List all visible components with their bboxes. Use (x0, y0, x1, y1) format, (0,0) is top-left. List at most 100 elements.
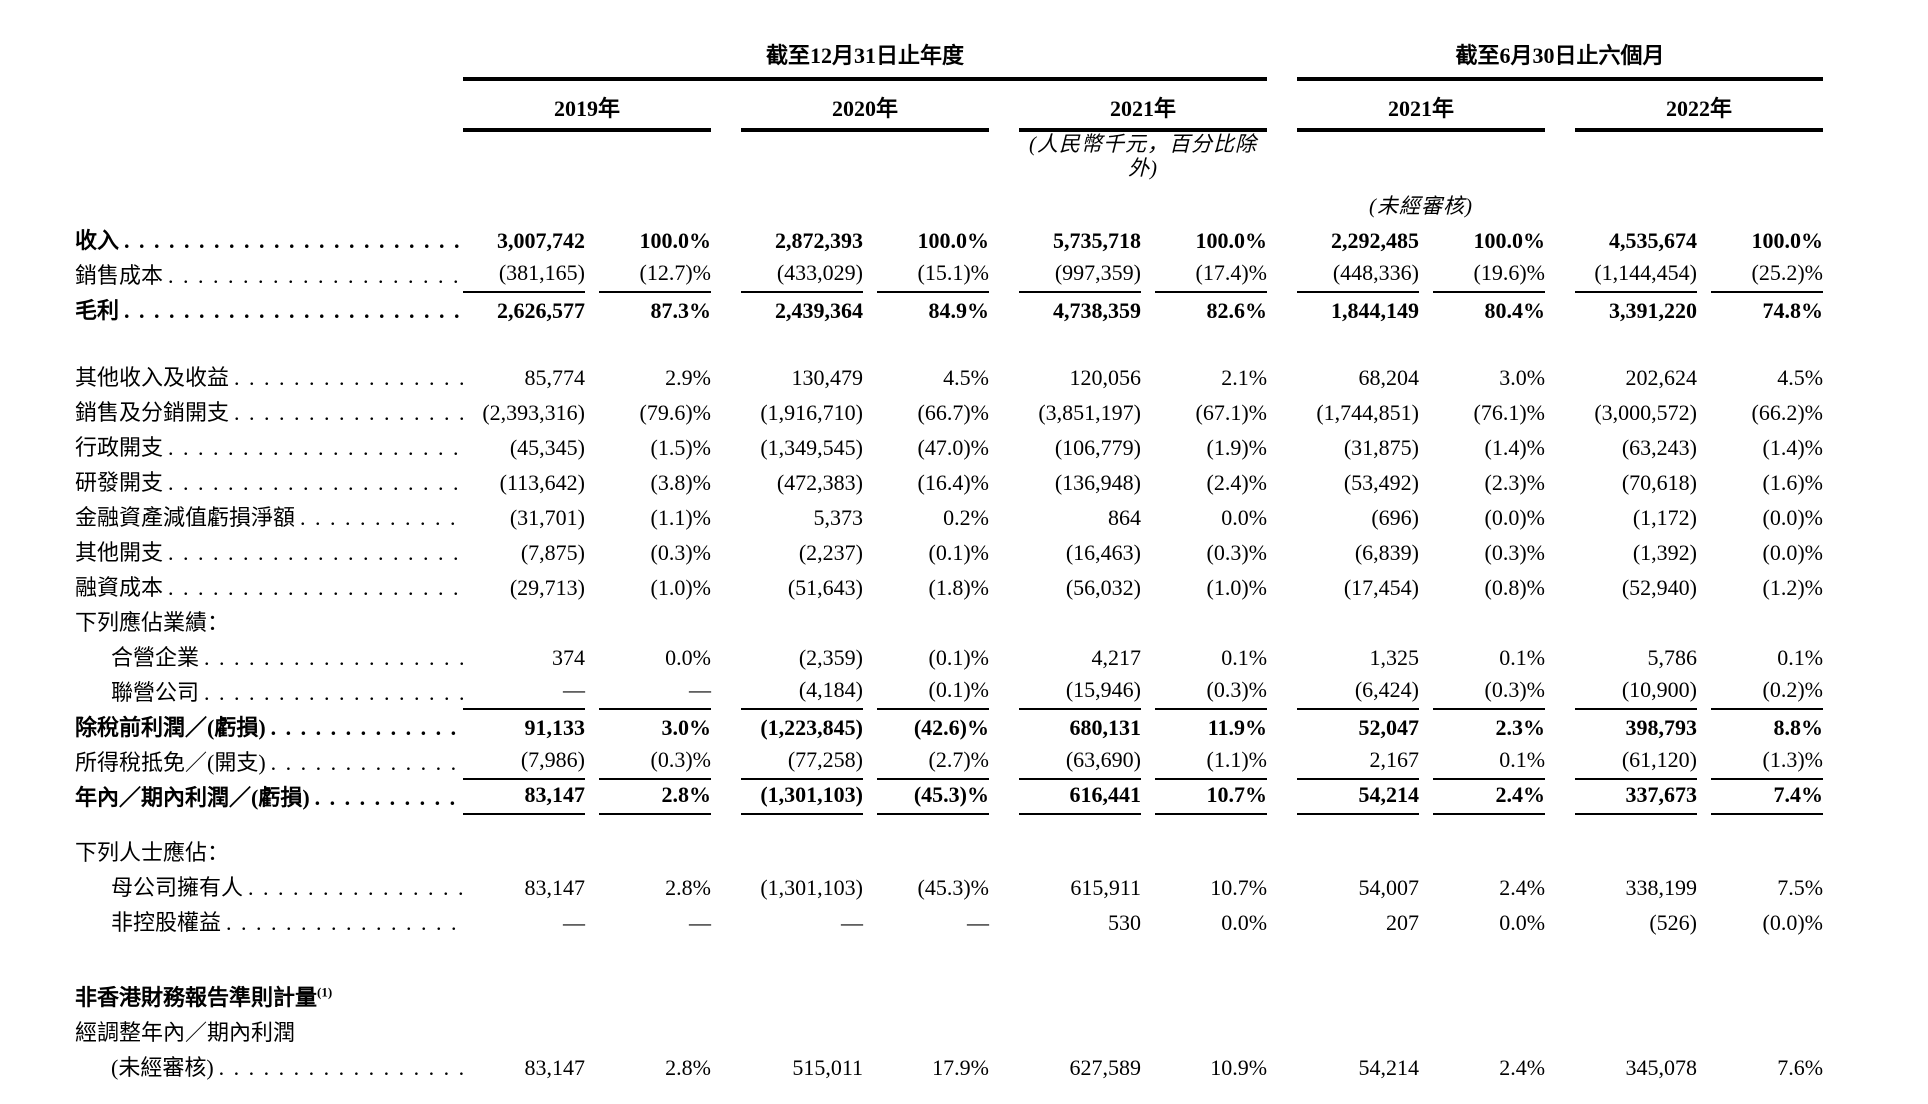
amount-cell: 530 (1108, 909, 1141, 935)
column-gap (1545, 904, 1575, 939)
amount-cell: (16,463) (1065, 539, 1141, 565)
percent-cell: (16.4)% (917, 469, 989, 495)
amount-cell: 54,214 (1358, 1054, 1420, 1080)
amount-cell (1019, 604, 1141, 639)
amount-cell: 680,131 (1069, 714, 1142, 740)
column-gap (1419, 257, 1433, 292)
column-gap (863, 604, 877, 639)
amount-cell: (56,032) (1065, 574, 1141, 600)
column-gap (711, 534, 741, 569)
percent-cell: 80.4% (1484, 297, 1546, 323)
table-row: 非控股權益 — — — — 530 0.0% 207 0.0% (526) (0.0)% (75, 904, 1823, 939)
amount-cell: 338,199 (1625, 874, 1698, 900)
amount-cell: (77,258) (741, 744, 863, 781)
unaudited-note: (未經審核) (1369, 194, 1474, 219)
percent-cell: (1.8)% (928, 574, 989, 600)
column-gap (1141, 1014, 1155, 1049)
percent-cell: 2.8% (665, 1054, 711, 1080)
column-gap (863, 257, 877, 292)
column-gap (1697, 869, 1711, 904)
column-gap (1267, 499, 1297, 534)
percent-cell: 100.0% (639, 227, 712, 253)
percent-cell: (1.6)% (1762, 469, 1824, 495)
row-label-text: 所得稅抵免／(開支) (75, 749, 266, 775)
year-column-2022-interim: 2022年 (1575, 79, 1824, 132)
column-gap (989, 1049, 1019, 1084)
column-gap (1545, 257, 1575, 292)
percent-cell: — (967, 909, 989, 935)
column-gap (1419, 834, 1433, 869)
column-gap (863, 394, 877, 429)
column-gap (711, 79, 741, 130)
empty-cell (741, 130, 989, 184)
percent-cell (877, 834, 989, 869)
column-gap (1419, 359, 1433, 394)
currency-unit-note: (人民幣千元，百分比除外) (1029, 132, 1257, 181)
column-gap (1267, 604, 1297, 639)
percent-cell (1711, 604, 1823, 639)
column-gap (585, 1014, 599, 1049)
column-gap (711, 394, 741, 429)
dot-leader (271, 750, 463, 775)
dot-leader (168, 263, 463, 288)
column-gap (989, 779, 1019, 814)
table-row: 銷售成本 (381,165) (12.7)% (433,029) (15.1)% (997… (75, 257, 1824, 294)
percent-cell: (0.3)% (1155, 674, 1268, 711)
header-spacer (75, 28, 463, 79)
dot-leader (234, 400, 463, 425)
amount-cell: 4,535,674 (1609, 227, 1698, 253)
annual-section-title: 截至12月31日止年度 (463, 28, 1268, 81)
percent-cell: (1.0)% (1206, 574, 1268, 600)
table-row: 研發開支 (113,642) (3.8)% (472,383) (16.4)% (136,… (75, 464, 1823, 499)
row-label-text: 毛利 (75, 297, 120, 323)
column-gap (1545, 709, 1575, 744)
column-gap (1697, 639, 1711, 674)
table-row: 下列人士應佔： (75, 834, 1823, 869)
row-label: 毛利 (75, 292, 463, 327)
amount-cell: (3,851,197) (1038, 399, 1141, 425)
amount-cell (1297, 979, 1419, 1014)
column-gap (1545, 1014, 1575, 1049)
percent-cell: 17.9% (932, 1054, 989, 1080)
column-gap (585, 744, 599, 779)
percent-cell: (0.3)% (1484, 539, 1546, 565)
column-gap (989, 834, 1019, 869)
column-gap (585, 779, 599, 814)
column-gap (1419, 744, 1433, 779)
column-gap (711, 869, 741, 904)
percent-cell: (0.3)% (1206, 539, 1268, 565)
table-row: (未經審核) 83,147 2.8% 515,011 17.9% 627,589 10.9%… (75, 1049, 1823, 1084)
column-gap (711, 779, 741, 814)
column-gap (1267, 359, 1297, 394)
amount-cell: (4,184) (741, 674, 863, 711)
column-gap (585, 569, 599, 604)
column-gap (863, 709, 877, 744)
column-gap (989, 604, 1019, 639)
column-gap (1267, 744, 1297, 779)
amount-cell (463, 604, 585, 639)
amount-cell: 83,147 (524, 1054, 586, 1080)
percent-cell: (1.2)% (1762, 574, 1824, 600)
percent-cell: 0.1% (1777, 644, 1824, 670)
amount-cell: (61,120) (1575, 744, 1698, 781)
column-gap (1697, 1014, 1711, 1049)
column-gap (585, 394, 599, 429)
column-gap (989, 359, 1019, 394)
table-row: 經調整年內／期內利潤 (75, 1014, 1823, 1049)
header-spacer (75, 79, 463, 130)
row-label: 母公司擁有人 (75, 869, 463, 904)
amount-cell: 83,147 (524, 874, 586, 900)
table-row: 非香港財務報告準則計量(1) (75, 979, 1823, 1014)
amount-cell: 5,786 (1647, 644, 1698, 670)
column-gap (863, 292, 877, 327)
column-gap (1267, 79, 1297, 130)
spacer-row (75, 327, 1823, 359)
column-gap (1545, 869, 1575, 904)
percent-cell: 0.1% (1499, 644, 1546, 670)
amount-cell: (29,713) (509, 574, 585, 600)
column-gap (585, 359, 599, 394)
column-gap (1697, 779, 1711, 814)
table-row: 所得稅抵免／(開支) (7,986) (0.3)% (77,258) (2.7)% (63… (75, 744, 1824, 781)
financial-summary-table: 截至12月31日止年度 截至6月30日止六個月 2019年 2020年 2021… (75, 28, 1824, 1084)
